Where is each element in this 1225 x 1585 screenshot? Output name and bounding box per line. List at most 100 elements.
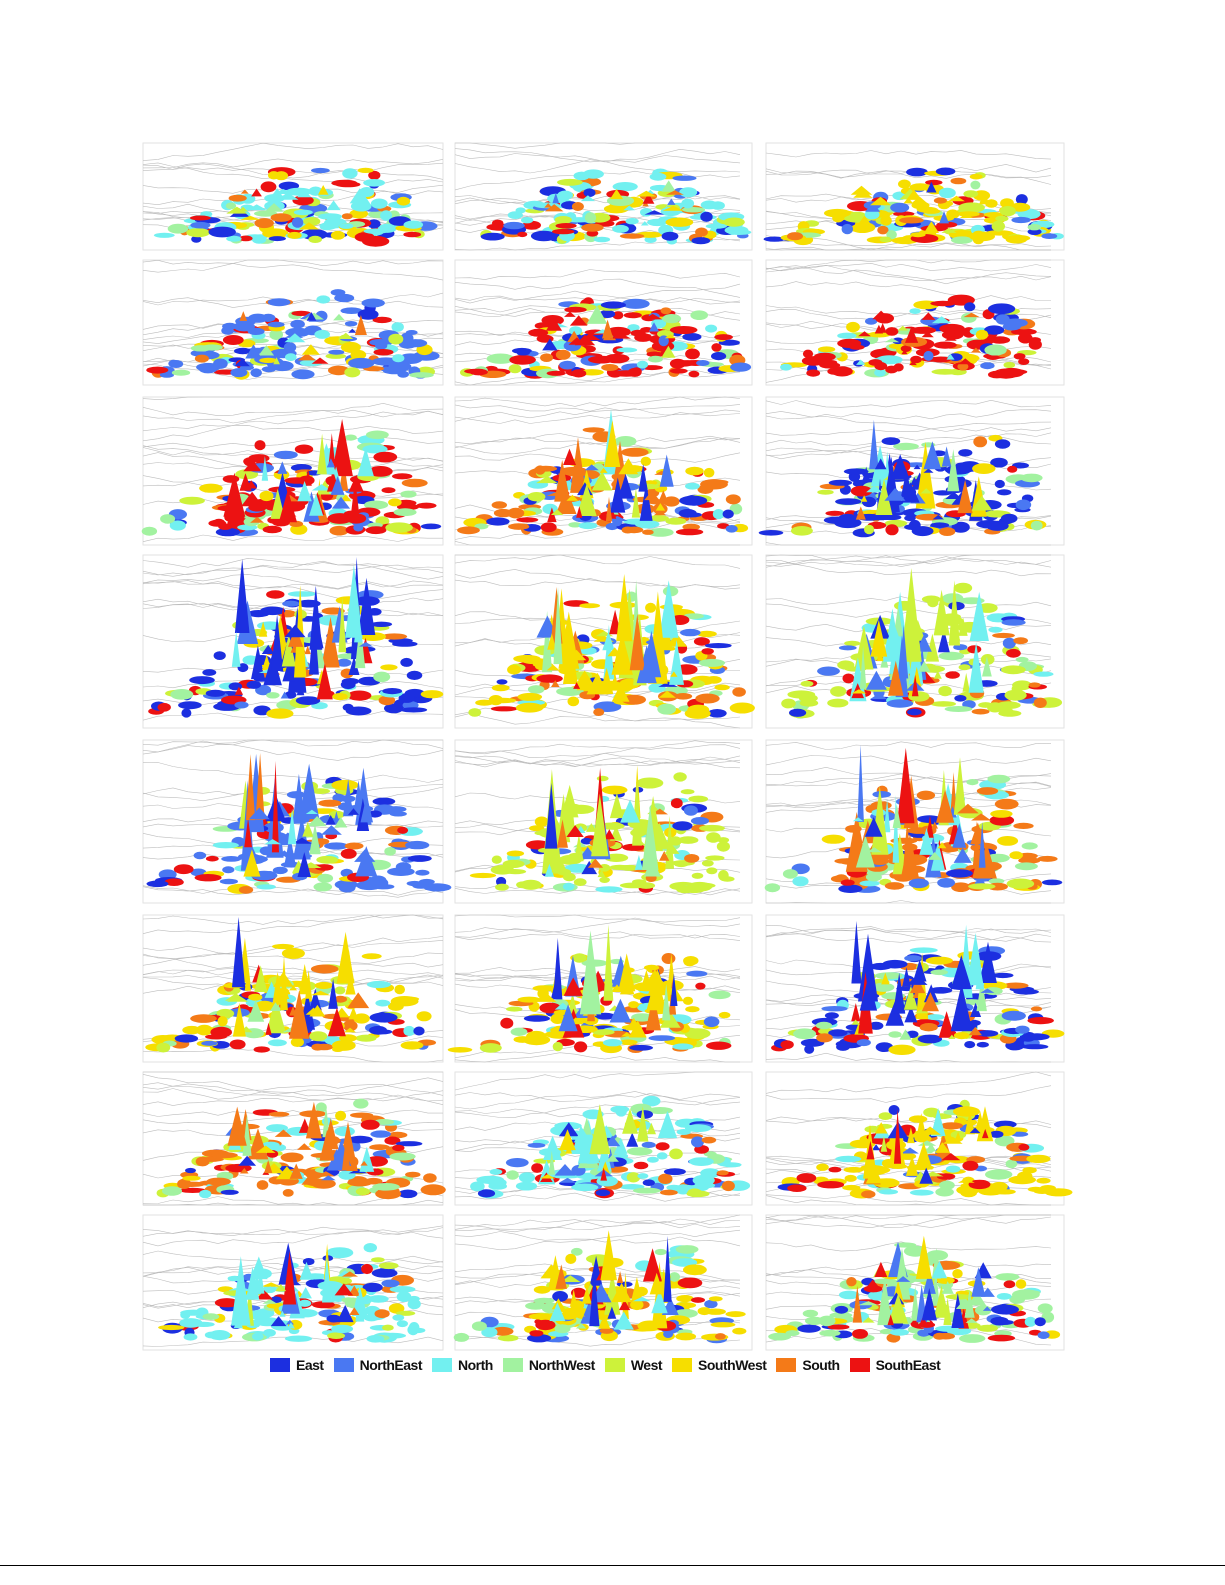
surface-patch [361, 298, 385, 308]
surface-patch [827, 698, 849, 708]
surface-patch [539, 1002, 561, 1014]
surface-patch [987, 1334, 1016, 1342]
surface-patch [898, 179, 911, 189]
surface-peak [255, 1145, 276, 1153]
surface-peak [855, 835, 875, 868]
surface-peak [240, 189, 249, 194]
surface-peak [347, 992, 370, 1009]
surface-patch [400, 1041, 424, 1050]
surface-patch [272, 866, 288, 875]
surface-patch [554, 1324, 571, 1334]
surface-patch [311, 1178, 336, 1189]
surface-panel [454, 554, 755, 729]
surface-peak [643, 313, 663, 320]
map-line [454, 269, 741, 280]
surface-peak [902, 967, 911, 987]
map-line [765, 755, 1052, 766]
surface-peak [545, 783, 558, 849]
surface-patch [355, 1034, 377, 1042]
surface-patch [711, 343, 722, 352]
surface-peak [250, 516, 265, 523]
surface-patch [156, 1042, 171, 1053]
surface-peak [309, 585, 323, 650]
surface-patch [721, 1180, 735, 1192]
surface-peak [357, 577, 376, 635]
surface-patch [372, 1183, 400, 1191]
map-line [765, 1052, 1051, 1063]
surface-patch [269, 329, 283, 340]
surface-patch [341, 213, 353, 220]
surface-patch [679, 495, 708, 506]
surface-patch [375, 999, 391, 1007]
surface-peak [631, 488, 641, 518]
map-line [142, 162, 444, 184]
surface-patch [627, 324, 640, 332]
surface-patch [683, 613, 704, 619]
surface-peak [248, 807, 270, 820]
surface-patch [178, 1035, 191, 1041]
surface-patch [701, 1136, 717, 1144]
surface-peak [280, 955, 288, 1011]
surface-patch [1004, 689, 1027, 701]
surface-peak [544, 203, 553, 208]
surface-peak [878, 323, 887, 333]
surface-peak [865, 202, 881, 212]
surface-patch [382, 688, 403, 695]
surface-patch [259, 490, 274, 502]
surface-patch [397, 370, 409, 378]
surface-patch [693, 637, 710, 646]
surface-peak [563, 448, 576, 465]
surface-patch [324, 842, 349, 850]
map-line [142, 158, 444, 169]
surface-panel [142, 914, 444, 1063]
surface-patch [838, 645, 857, 651]
surface-patch [868, 1021, 884, 1030]
surface-peak [876, 644, 884, 662]
map-line [454, 541, 740, 546]
surface-patch [213, 702, 241, 711]
surface-peak [325, 815, 336, 825]
surface-patch [397, 826, 409, 834]
surface-patch [339, 223, 354, 229]
surface-patch [400, 490, 417, 498]
surface-patch [917, 815, 942, 823]
map-line [142, 457, 444, 471]
surface-patch [294, 444, 314, 454]
surface-patch [370, 1130, 391, 1138]
surface-peak [881, 972, 890, 985]
surface-patch [988, 878, 1005, 884]
surface-patch [555, 223, 577, 229]
surface-patch [571, 369, 587, 378]
surface-patch [714, 1333, 726, 1340]
surface-patch [400, 332, 414, 344]
surface-patch [264, 194, 285, 203]
surface-patch [732, 1327, 747, 1335]
surface-peak [597, 869, 606, 878]
surface-peak [884, 488, 906, 501]
surface-patch [864, 209, 880, 220]
map-line [765, 150, 1052, 160]
surface-patch [346, 513, 367, 524]
surface-peak [542, 610, 553, 673]
surface-patch [252, 1332, 264, 1341]
surface-patch [641, 1141, 656, 1148]
surface-peak [602, 319, 614, 339]
surface-patch [557, 178, 583, 186]
surface-patch [353, 1013, 370, 1024]
surface-peak [858, 933, 878, 1002]
surface-peak [850, 185, 873, 195]
surface-peak [621, 1032, 633, 1037]
legend-swatch [672, 1358, 693, 1372]
surface-patch [670, 798, 683, 809]
surface-patch [793, 1028, 817, 1040]
surface-patch [398, 693, 415, 703]
surface-patch [309, 1031, 328, 1042]
surface-patch [663, 1168, 686, 1176]
surface-patch [593, 708, 605, 716]
surface-patch [804, 1044, 815, 1054]
surface-patch [489, 697, 517, 704]
surface-patch [385, 522, 413, 533]
surface-patch [957, 362, 969, 371]
surface-peak [297, 189, 312, 198]
surface-patch [416, 344, 433, 356]
